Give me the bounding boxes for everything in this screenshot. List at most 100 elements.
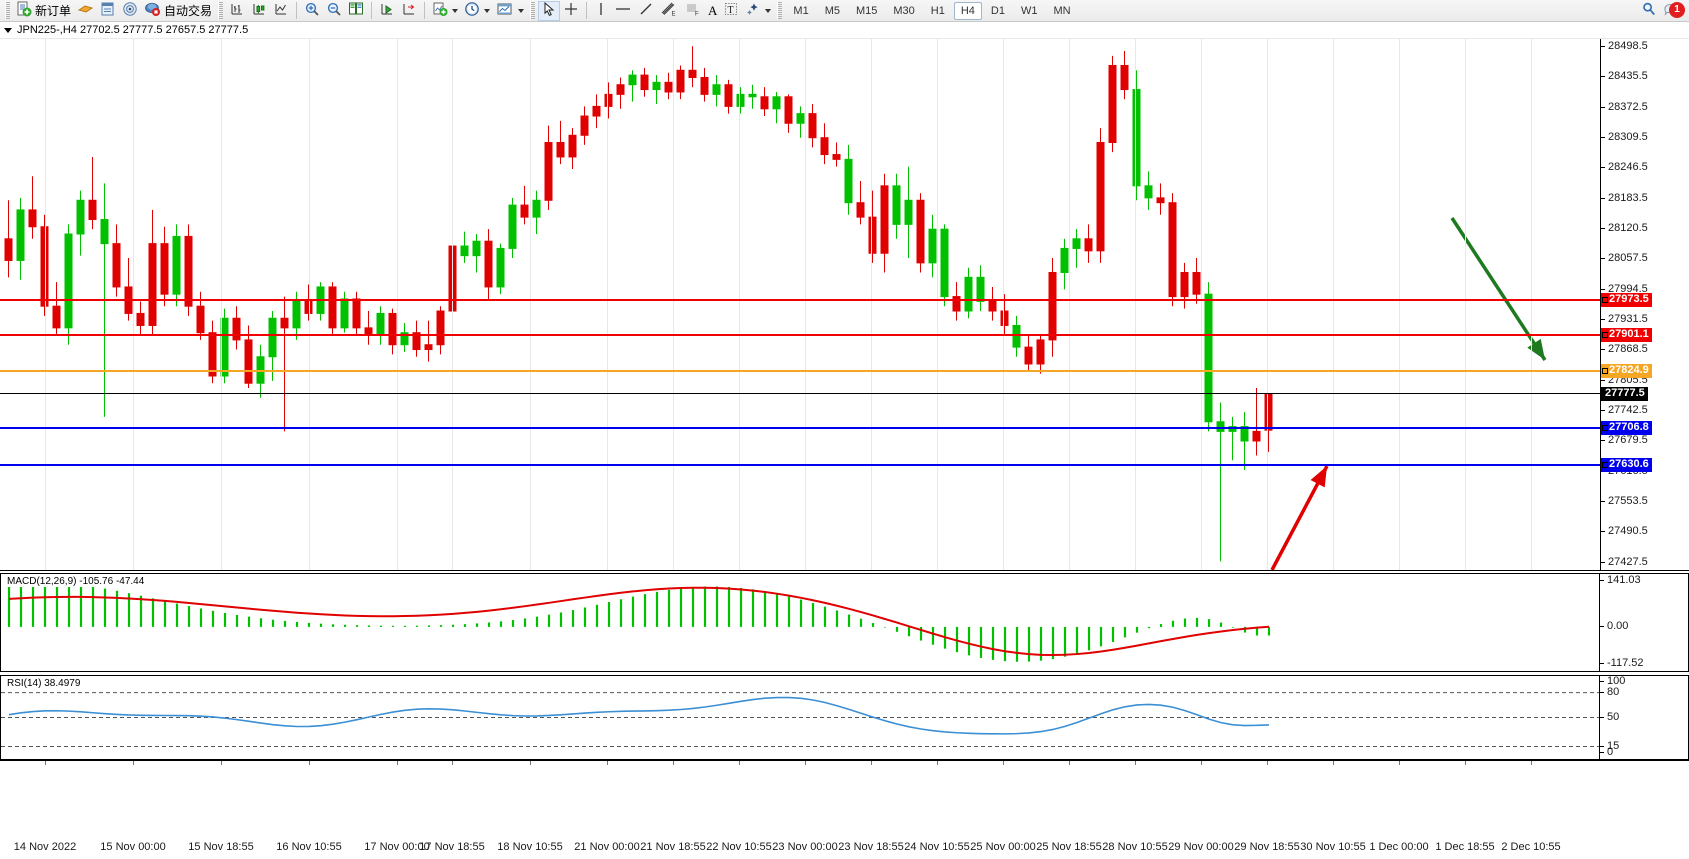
timeframe-d1[interactable]: D1 [990,4,1005,17]
timeframe-w1[interactable]: W1 [1020,4,1038,17]
trendline-tool-button[interactable] [635,1,657,21]
level-line-resistance-2[interactable] [0,333,1600,336]
time-tick-mark [1201,761,1202,765]
line-chart-button[interactable] [270,1,292,21]
level-line-resistance-1[interactable] [0,298,1600,301]
tile-windows-button[interactable] [345,1,367,21]
line-chart-icon [273,1,289,20]
candle [676,65,685,100]
time-tick-mark [1531,761,1532,765]
price-plot-area[interactable] [0,39,1600,570]
add-indicator-caret-icon[interactable] [452,8,459,13]
horizontal-line-tool-button[interactable] [611,1,635,21]
time-axis-label: 25 Nov 00:00 [970,841,1036,853]
level-line-current-price[interactable] [0,393,1600,395]
search-button[interactable] [1638,1,1660,21]
price-tick: 27994.5 [1601,283,1648,295]
time-tick-mark [45,761,46,765]
new-order-button[interactable]: 新订单 [13,1,74,21]
cursor-tool-button[interactable] [538,0,561,21]
time-axis-label: 14 Nov 2022 [13,841,77,853]
bearish-arrow[interactable] [1450,217,1547,361]
level-line-support-1[interactable] [0,427,1600,430]
chart-shift-button[interactable] [376,1,398,21]
level-badge-support-1[interactable]: 27706.8 [1601,421,1652,436]
fibonacci-tool-button[interactable]: F [681,1,705,21]
timeframe-h1[interactable]: H1 [930,4,945,17]
add-indicator-button[interactable] [429,1,461,21]
price-chart-pane[interactable]: 28498.5 28435.5 28372.5 28309.5 28246.5 28183… [0,39,1689,571]
notifications-button[interactable]: 1 [1660,1,1687,21]
crosshair-tool-button[interactable] [560,1,582,21]
candle [1168,193,1177,307]
price-tick: 27679.5 [1601,434,1648,446]
timeframe-h4[interactable]: H4 [953,1,982,20]
level-badge-support-2[interactable]: 27630.6 [1601,457,1652,472]
bar-chart-button[interactable] [226,1,248,21]
market-watch-button[interactable] [74,1,97,21]
shapes-caret-icon[interactable] [765,8,772,13]
timeframe-m30[interactable]: M30 [893,4,915,17]
period-button[interactable] [461,1,493,21]
time-tick-mark [309,761,310,765]
level-badge-resistance-1[interactable]: 27973.5 [1601,292,1652,307]
navigator-button[interactable] [119,1,141,21]
level-badge-current-price[interactable]: 27777.5 [1601,387,1648,402]
level-badge-pivot[interactable]: 27824.9 [1601,364,1652,379]
rsi-tick: 80 [1600,686,1619,698]
text-icon: A [708,2,718,18]
svg-text:F: F [695,12,699,18]
level-badge-resistance-2[interactable]: 27901.1 [1601,327,1652,342]
zoom-in-button[interactable] [301,1,323,21]
timeframe-mn[interactable]: MN [1053,4,1071,17]
vertical-gridline [1531,39,1532,570]
time-axis[interactable]: 14 Nov 2022 15 Nov 00:00 15 Nov 18:55 16 No… [0,760,1689,859]
level-line-pivot[interactable] [0,370,1600,373]
autotrading-button[interactable]: 自动交易 [141,1,215,21]
level-line-support-2[interactable] [0,463,1600,466]
toolbar-grip-2[interactable] [218,2,224,19]
toolbar-grip-3[interactable] [530,2,536,19]
chart-menu-caret-icon[interactable] [4,27,12,33]
period-caret-icon[interactable] [484,8,491,13]
bullish-arrow[interactable] [1270,465,1329,570]
time-axis-label: 1 Dec 00:00 [1369,841,1429,853]
candle [988,286,997,321]
vertical-line-tool-button[interactable] [591,1,611,21]
rsi-svg [1,692,1599,748]
timeframe-m5[interactable]: M5 [824,4,840,17]
text-label-tool-button[interactable]: T [720,1,742,21]
timeframe-m1[interactable]: M1 [793,4,809,17]
templates-caret-icon[interactable] [518,8,525,13]
vertical-gridline [1069,39,1070,570]
toolbar-grip[interactable] [5,2,10,19]
horizontal-line-icon [614,1,632,20]
price-scale[interactable]: 28498.5 28435.5 28372.5 28309.5 28246.5 28183… [1600,39,1689,570]
candle [472,233,481,273]
auto-scroll-button[interactable] [398,1,420,21]
crosshair-icon [563,1,579,20]
zoom-out-button[interactable] [323,1,345,21]
text-tool-button[interactable]: A [705,1,720,21]
time-axis-label: 17 Nov 00:00 [364,841,430,853]
vertical-line-icon [594,1,608,20]
templates-button[interactable] [493,1,527,21]
timeframe-m15[interactable]: M15 [855,4,878,17]
add-indicator-icon [432,1,448,20]
macd-pane[interactable]: MACD(12,26,9) -105.76 -47.44 141.03 0.00 -… [0,573,1689,672]
candle [1012,315,1021,357]
candlestick-chart-button[interactable] [248,1,270,21]
rsi-plot-area[interactable] [1,676,1599,759]
candle [796,106,805,138]
rsi-pane[interactable]: RSI(14) 38.4979 100 80 50 15 0 [0,675,1689,760]
toolbar-grip-4[interactable] [777,2,783,19]
candle [1132,70,1141,201]
candle [784,94,793,133]
equidistant-channel-tool-button[interactable]: E [657,1,681,21]
candle [616,77,625,109]
data-window-button[interactable] [97,1,119,21]
shapes-tool-button[interactable] [742,1,774,21]
candle [652,75,661,104]
candle [1060,238,1069,290]
macd-plot-area[interactable] [1,574,1599,671]
